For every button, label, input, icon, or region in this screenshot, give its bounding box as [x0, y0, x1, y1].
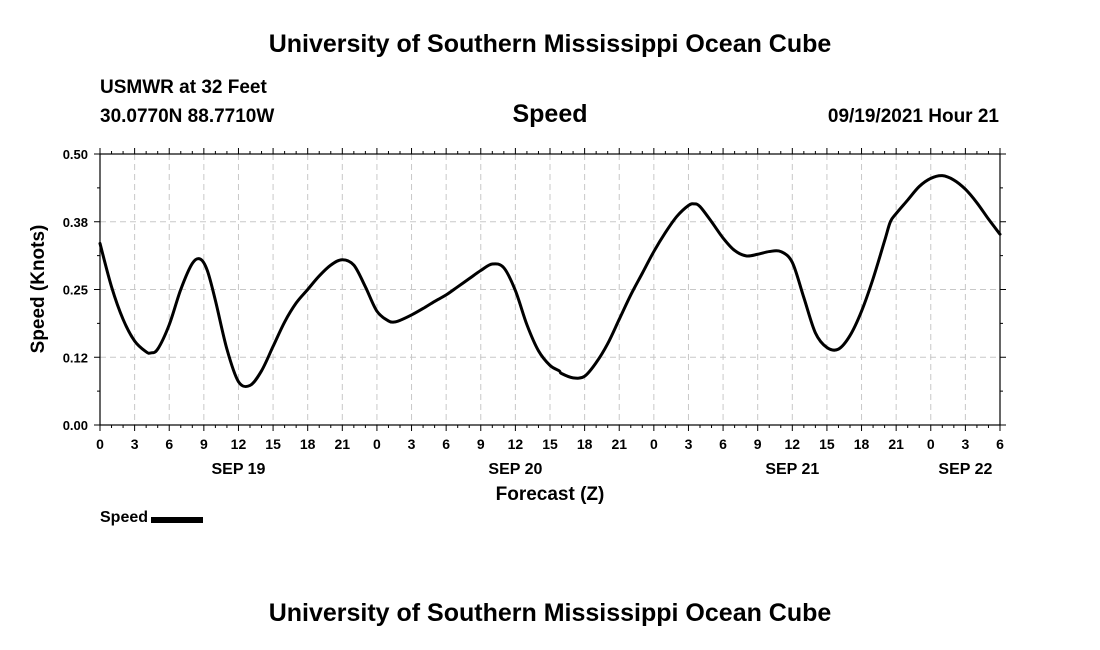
- axis-tick-labels: 0.00 0.12 0.25 0.38 0.50 0 3 6 9 12 15 18 21 0 3 6 9 12 15…: [63, 147, 1004, 478]
- series-layer: [98, 174, 1002, 389]
- x-tick-label: 6: [165, 436, 173, 452]
- x-tick-label: 0: [650, 436, 658, 452]
- x-tick-label: 6: [442, 436, 450, 452]
- variable-title: Speed: [512, 100, 588, 128]
- grid-lines: [100, 154, 1000, 425]
- x-tick-label: 15: [265, 436, 281, 452]
- x-tick-label: 6: [996, 436, 1004, 452]
- x-tick-label: 0: [96, 436, 104, 452]
- x-tick-label: 12: [231, 436, 247, 452]
- legend: Speed: [100, 509, 204, 527]
- x-axis-title: Forecast (Z): [496, 484, 605, 505]
- axis-ticks: [94, 148, 1006, 431]
- x-tick-label: 18: [854, 436, 870, 452]
- y-tick-label: 0.50: [63, 147, 88, 162]
- y-tick-label: 0.38: [63, 215, 88, 230]
- x-tick-label: 12: [785, 436, 801, 452]
- forecast-run-time: 09/19/2021 Hour 21: [827, 106, 999, 127]
- x-tick-label: 15: [819, 436, 835, 452]
- x-tick-label: 9: [754, 436, 762, 452]
- x-tick-label: 18: [577, 436, 593, 452]
- y-axis-title: Speed (Knots): [28, 225, 49, 354]
- legend-label: Speed: [100, 509, 149, 526]
- x-tick-label: 0: [927, 436, 935, 452]
- chart-main-title: University of Southern Mississippi Ocean…: [268, 30, 832, 58]
- x-tick-label: 3: [408, 436, 416, 452]
- x-tick-label: 21: [611, 436, 627, 452]
- x-tick-label: 3: [685, 436, 693, 452]
- station-label: USMWR at 32 Feet: [100, 77, 267, 98]
- x-tick-label: 6: [719, 436, 727, 452]
- speed-series-line: [98, 174, 1002, 389]
- x-tick-label: 18: [300, 436, 316, 452]
- x-day-label: SEP 20: [488, 461, 542, 478]
- x-tick-label: 15: [542, 436, 558, 452]
- x-tick-label: 9: [477, 436, 485, 452]
- station-coordinates: 30.0770N 88.7710W: [100, 106, 275, 127]
- x-tick-label: 3: [961, 436, 969, 452]
- legend-line-swatch: [151, 517, 204, 523]
- y-tick-label: 0.12: [63, 350, 88, 365]
- x-tick-label: 12: [508, 436, 524, 452]
- x-tick-label: 3: [131, 436, 139, 452]
- x-tick-label: 21: [335, 436, 351, 452]
- x-tick-label: 21: [888, 436, 904, 452]
- y-tick-label: 0.00: [63, 418, 88, 433]
- x-day-label: SEP 19: [211, 461, 265, 478]
- x-day-label: SEP 21: [765, 461, 819, 478]
- x-day-label: SEP 22: [938, 461, 992, 478]
- y-tick-label: 0.25: [63, 283, 88, 298]
- x-tick-label: 9: [200, 436, 208, 452]
- x-tick-label: 0: [373, 436, 381, 452]
- chart-footer-title: University of Southern Mississippi Ocean…: [268, 599, 832, 627]
